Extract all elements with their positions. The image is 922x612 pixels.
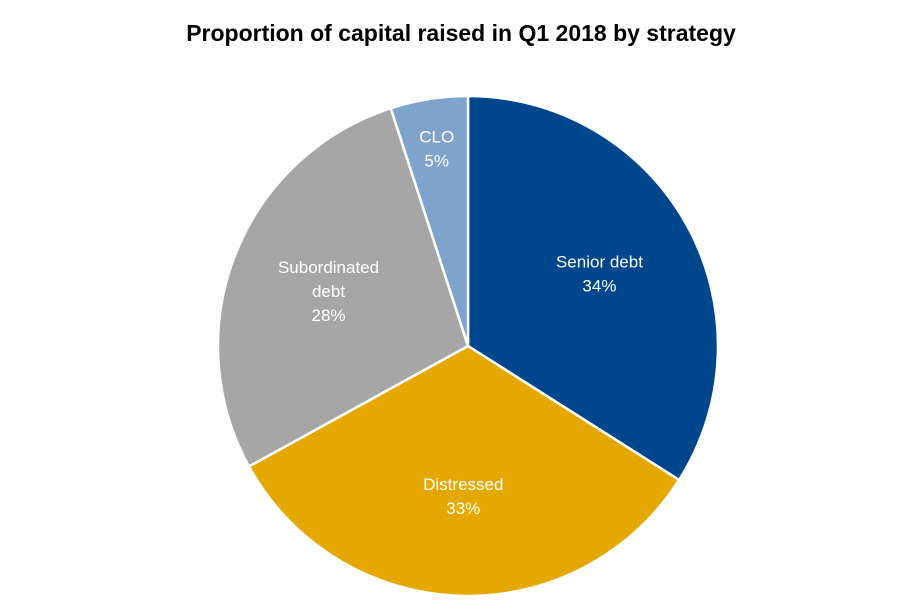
slice-value-label: 28% — [312, 306, 346, 325]
slice-name-label: Distressed — [423, 475, 503, 494]
slice-name-label: CLO — [419, 127, 454, 146]
slice-name-label: Senior debt — [556, 253, 643, 272]
slice-value-label: 34% — [582, 277, 616, 296]
pie-slice-senior-debt — [466, 94, 720, 482]
pie-slice-clo — [389, 94, 470, 348]
data-label-senior-debt: Senior debt 34% — [556, 253, 643, 296]
slice-value-label: 33% — [446, 499, 480, 518]
data-label-clo: CLO 5% — [419, 127, 454, 170]
slice-name-label: debt — [312, 282, 345, 301]
data-label-subordinated-debt: Subordinated debt 28% — [278, 258, 379, 325]
chart-title: Proportion of capital raised in Q1 2018 … — [186, 20, 736, 46]
slice-name-label: Subordinated — [278, 258, 379, 277]
pie-slice-subordinated-debt — [216, 106, 470, 468]
data-label-distressed: Distressed 33% — [423, 475, 503, 518]
slice-value-label: 5% — [424, 151, 449, 170]
